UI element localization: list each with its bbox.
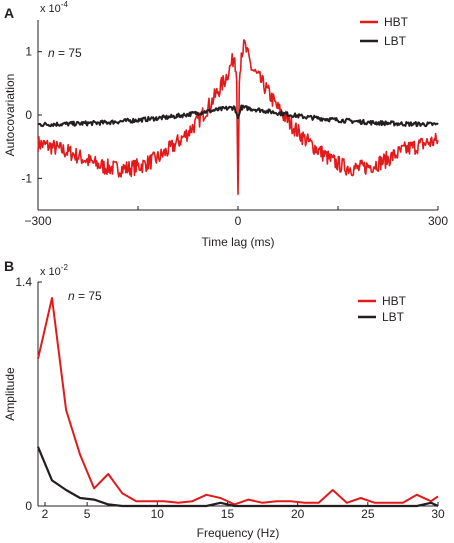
x-tick-label: −300: [24, 214, 51, 228]
x-tick-label: 2: [42, 507, 49, 521]
sample-size-annotation: n = 75: [48, 46, 82, 60]
legend-label-lbt: LBT: [384, 34, 407, 48]
x-axis-label: Frequency (Hz): [197, 526, 280, 540]
axis-multiplier: x 10-2: [40, 263, 68, 278]
legend-label-hbt: HBT: [382, 294, 407, 308]
series-line-hbt: [37, 297, 439, 506]
x-tick-label: 15: [221, 507, 235, 521]
panel-letter: B: [4, 258, 14, 274]
legend-label-hbt: HBT: [384, 15, 409, 29]
series-line-lbt: [36, 446, 439, 508]
legend-label-lbt: LBT: [382, 310, 405, 324]
y-tick-label: 1.4: [15, 275, 32, 289]
x-tick-label: 20: [291, 507, 305, 521]
y-axis-label: Autocovariation: [3, 74, 17, 157]
x-tick-label: 0: [235, 214, 242, 228]
x-tick-label: 300: [428, 214, 448, 228]
panel-letter: A: [4, 5, 14, 21]
x-tick-label: 30: [431, 507, 445, 521]
x-tick-label: 25: [361, 507, 375, 521]
y-tick-label: -1: [21, 171, 32, 185]
y-tick-label: 1: [25, 45, 32, 59]
x-axis-label: Time lag (ms): [202, 235, 275, 249]
axis-multiplier: x 10-4: [40, 0, 68, 15]
y-tick-label: 0: [25, 499, 32, 513]
series-line-hbt: [37, 39, 439, 195]
sample-size-annotation: n = 75: [68, 289, 102, 303]
x-tick-label: 5: [84, 507, 91, 521]
series-line-lbt: [37, 104, 439, 128]
y-axis-label: Amplitude: [3, 367, 17, 421]
x-tick-label: 10: [151, 507, 165, 521]
y-tick-label: 0: [25, 108, 32, 122]
